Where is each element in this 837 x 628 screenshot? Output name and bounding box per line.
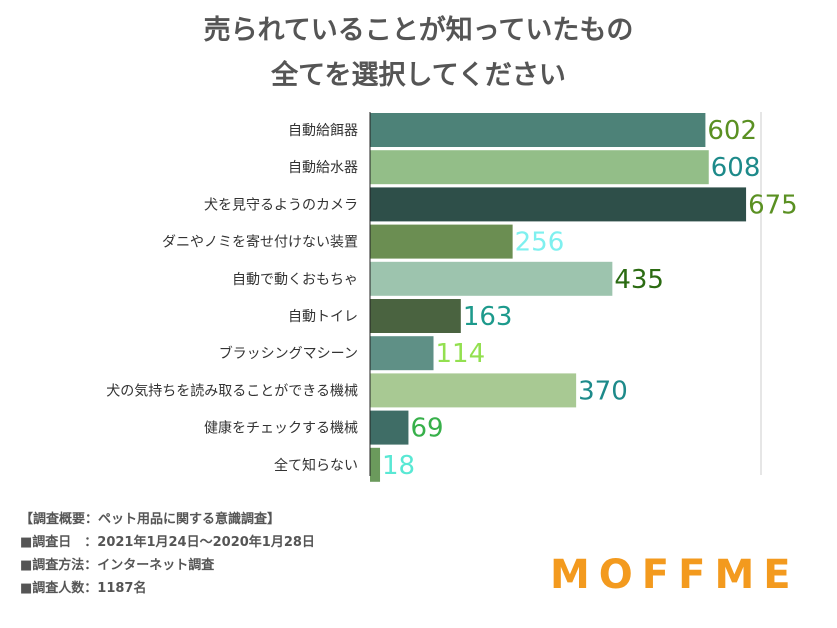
value-label: 18 xyxy=(382,451,415,481)
category-label: 全て知らない xyxy=(274,457,358,474)
category-label: 自動給餌器 xyxy=(288,122,358,139)
category-label: ダニやノミを寄せ付けない装置 xyxy=(162,234,358,251)
survey-summary: 【調査概要：ペット用品に関する意識調査】 ■調査日 ：2021年1月24日〜20… xyxy=(20,508,315,600)
value-label: 163 xyxy=(463,302,513,332)
category-label: 自動で動くおもちゃ xyxy=(232,272,358,288)
bar xyxy=(370,336,434,371)
bar xyxy=(370,187,747,222)
chart-title-line-1: 売られていることが知っていたもの xyxy=(203,15,634,46)
bar xyxy=(370,113,706,147)
bar xyxy=(370,447,381,482)
category-label: 犬の気持ちを読み取ることができる機械 xyxy=(106,382,358,399)
moffme-logo: MOFFME xyxy=(550,552,800,598)
survey-method: ■調査方法：インターネット調査 xyxy=(20,558,215,573)
category-label: ブラッシングマシーン xyxy=(219,345,358,362)
value-label: 69 xyxy=(410,414,443,444)
category-label: 健康をチェックする機械 xyxy=(204,420,358,437)
bar xyxy=(370,410,409,445)
value-label: 608 xyxy=(711,153,761,183)
bar xyxy=(370,261,613,296)
bar xyxy=(370,299,461,333)
survey-count: ■調査人数：1187名 xyxy=(20,581,147,596)
category-label: 犬を見守るようのカメラ xyxy=(204,197,358,213)
category-label: 自動給水器 xyxy=(288,160,358,176)
category-label: 自動トイレ xyxy=(288,309,358,325)
bar xyxy=(370,150,709,185)
survey-heading: 【調査概要：ペット用品に関する意識調査】 xyxy=(20,512,281,527)
bar xyxy=(370,224,513,259)
survey-date: ■調査日 ：2021年1月24日〜2020年1月28日 xyxy=(20,535,315,550)
value-label: 675 xyxy=(748,190,798,220)
chart-title-line-2: 全てを選択してください xyxy=(271,60,566,91)
value-label: 370 xyxy=(578,376,628,406)
value-label: 114 xyxy=(436,339,486,369)
value-label: 256 xyxy=(515,228,565,258)
value-label: 602 xyxy=(707,116,757,146)
bar-chart: 自動給餌器 602 自動給水器 608 犬を見守るようのカメラ 675 ダニやノミを寄せ付け… xyxy=(106,112,798,482)
bar xyxy=(370,373,577,408)
value-label: 435 xyxy=(614,265,664,295)
